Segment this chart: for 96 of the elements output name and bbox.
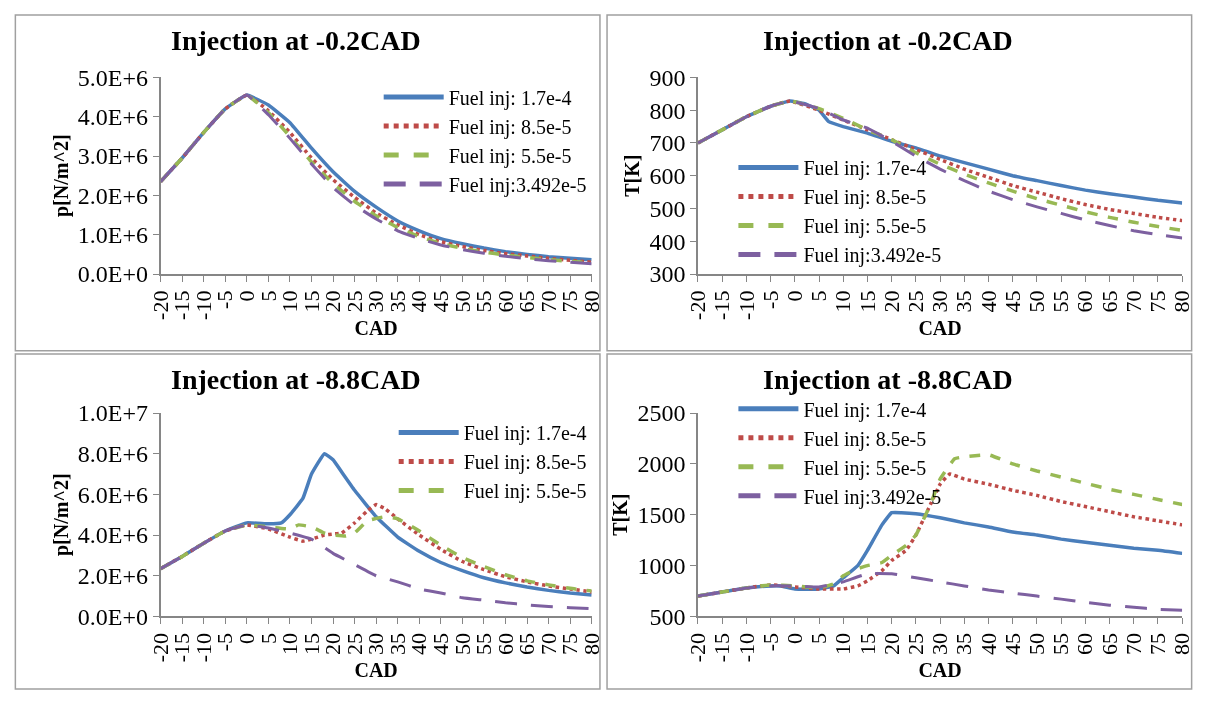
y-tick-label: 2000 — [637, 451, 686, 478]
chart-title: Injection at -8.8CAD — [171, 364, 421, 395]
y-tick-label: 300 — [649, 261, 686, 288]
x-tick-label: 25 — [903, 290, 929, 313]
x-tick-label: 5 — [806, 290, 832, 302]
y-tick-label: 2.0E+6 — [77, 563, 149, 590]
x-tick-label: 20 — [878, 632, 904, 655]
x-tick-label: 5 — [806, 632, 832, 644]
y-axis-title: T[K] — [609, 493, 632, 536]
y-tick-label: 6.0E+6 — [77, 481, 149, 508]
legend-label: Fuel inj: 5.5e-5 — [803, 456, 927, 480]
legend-label: Fuel inj: 5.5e-5 — [448, 144, 572, 168]
x-tick-label: 65 — [1096, 290, 1122, 313]
y-tick-label: 800 — [649, 97, 686, 124]
x-axis-title: CAD — [918, 659, 962, 682]
x-axis-title: CAD — [918, 316, 962, 339]
x-tick-label: 50 — [1024, 290, 1050, 313]
x-tick-label: -15 — [709, 290, 735, 320]
x-tick-label: 55 — [1048, 632, 1074, 655]
y-tick-label: 700 — [649, 130, 686, 157]
y-tick-label: 0.0E+0 — [77, 261, 149, 288]
y-axis-title: p[N/m^2] — [49, 473, 73, 557]
line-series — [697, 571, 1183, 612]
x-tick-label: 40 — [975, 632, 1001, 655]
x-tick-label: 35 — [951, 632, 977, 655]
x-tick-label: -15 — [709, 632, 735, 663]
x-tick-label: 55 — [1048, 290, 1074, 313]
x-tick-label: -10 — [733, 290, 759, 320]
x-tick-label: 75 — [1145, 290, 1171, 313]
legend-label: Fuel inj: 8.5e-5 — [803, 427, 927, 451]
x-tick-label: 65 — [1096, 632, 1122, 655]
x-tick-label: 30 — [927, 290, 953, 313]
legend-label: Fuel inj: 8.5e-5 — [463, 451, 587, 475]
x-tick-label: 60 — [1072, 632, 1098, 655]
y-tick-label: 600 — [649, 163, 686, 190]
x-tick-label: 30 — [927, 632, 953, 655]
legend-label: Fuel inj: 1.7e-4 — [463, 422, 587, 446]
line-series — [160, 515, 592, 593]
x-tick-label: 70 — [1120, 290, 1146, 313]
chart-title: Injection at -0.2CAD — [171, 25, 421, 56]
y-tick-label: 500 — [649, 195, 686, 222]
legend-label: Fuel inj: 5.5e-5 — [463, 480, 587, 504]
chart-title: Injection at -0.2CAD — [763, 25, 1013, 56]
x-tick-label: -5 — [757, 290, 783, 309]
y-tick-label: 400 — [649, 228, 686, 255]
x-tick-label: 15 — [854, 632, 880, 655]
x-tick-label: 40 — [975, 290, 1001, 313]
legend-label: Fuel inj: 8.5e-5 — [448, 115, 572, 139]
y-tick-label: 900 — [649, 64, 686, 91]
x-tick-label: -20 — [685, 290, 711, 320]
legend-label: Fuel inj: 8.5e-5 — [803, 186, 927, 210]
x-tick-label: 0 — [781, 632, 807, 644]
legend-label: Fuel inj: 1.7e-4 — [448, 86, 572, 110]
x-tick-label: 10 — [830, 632, 856, 655]
y-tick-label: 8.0E+6 — [77, 441, 149, 468]
y-tick-label: 2500 — [637, 400, 686, 427]
x-tick-label: -10 — [733, 632, 759, 663]
y-tick-label: 2.0E+6 — [77, 182, 149, 209]
x-axis-title: CAD — [354, 659, 398, 682]
y-tick-label: 4.0E+6 — [77, 522, 149, 549]
chart-title: Injection at -8.8CAD — [763, 364, 1013, 395]
legend-label: Fuel inj: 1.7e-4 — [803, 398, 927, 422]
x-tick-label: 45 — [999, 290, 1025, 313]
x-tick-label: 80 — [1169, 290, 1195, 313]
x-tick-label: 60 — [1072, 290, 1098, 313]
y-tick-label: 500 — [649, 603, 686, 630]
y-axis-title: p[N/m^2] — [49, 134, 73, 218]
x-tick-label: 25 — [903, 632, 929, 655]
y-tick-label: 1.0E+7 — [77, 400, 149, 427]
x-tick-label: -5 — [757, 632, 783, 652]
y-tick-label: 3.0E+6 — [77, 143, 149, 170]
y-tick-label: 5.0E+6 — [77, 64, 149, 91]
y-tick-label: 0.0E+0 — [77, 603, 149, 630]
legend-label: Fuel inj:3.492e-5 — [803, 244, 942, 268]
legend-label: Fuel inj:3.492e-5 — [803, 485, 942, 509]
legend-label: Fuel inj: 5.5e-5 — [803, 215, 927, 239]
line-series — [160, 523, 592, 611]
y-tick-label: 4.0E+6 — [77, 104, 149, 131]
x-tick-label: 0 — [781, 290, 807, 302]
x-tick-label: 70 — [1120, 632, 1146, 655]
x-tick-label: 20 — [878, 290, 904, 313]
x-tick-label: 15 — [854, 290, 880, 313]
x-tick-label: 10 — [830, 290, 856, 313]
legend-label: Fuel inj:3.492e-5 — [448, 173, 587, 197]
y-tick-label: 1.0E+6 — [77, 222, 149, 249]
y-tick-label: 1000 — [637, 552, 686, 579]
y-axis-title: T[K] — [621, 154, 644, 197]
x-tick-label: 75 — [1145, 632, 1171, 655]
x-tick-label: -20 — [685, 632, 711, 663]
x-tick-label: 35 — [951, 290, 977, 313]
x-axis-title: CAD — [354, 316, 398, 339]
x-tick-label: 80 — [1169, 632, 1195, 655]
x-tick-label: 50 — [1024, 632, 1050, 655]
legend-label: Fuel inj: 1.7e-4 — [803, 157, 927, 181]
y-tick-label: 1500 — [637, 502, 686, 529]
x-tick-label: 45 — [999, 632, 1025, 655]
